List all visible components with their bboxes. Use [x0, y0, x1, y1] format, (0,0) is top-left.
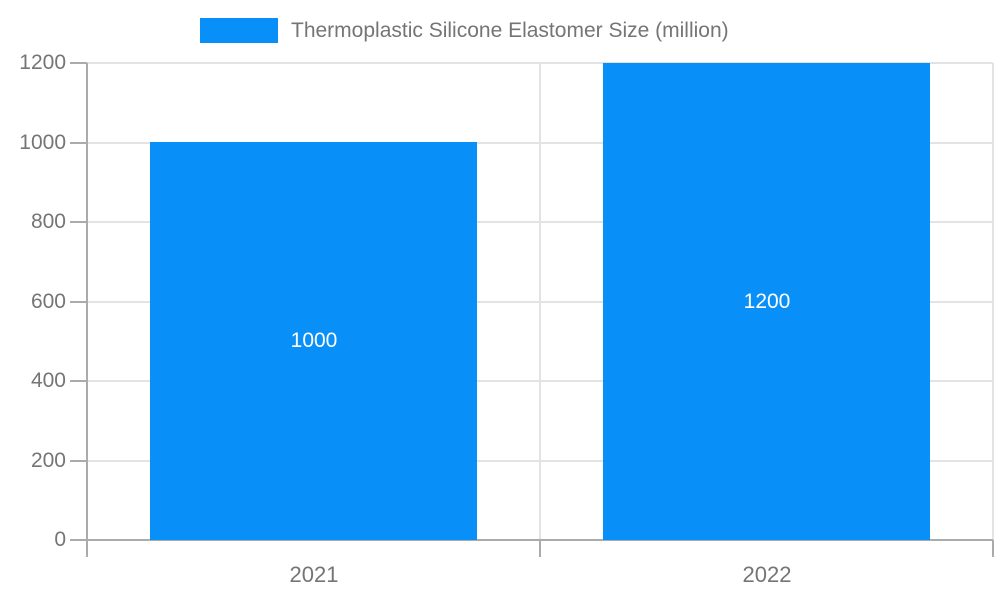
y-axis-label: 0: [54, 528, 66, 551]
y-axis-tick: [70, 62, 87, 64]
y-axis-tick: [70, 301, 87, 303]
y-axis-line: [86, 63, 88, 557]
x-axis-tick: [539, 540, 541, 557]
bar-2021[interactable]: [150, 142, 477, 540]
y-axis-label: 600: [30, 290, 66, 313]
bar-value-label: 1000: [290, 329, 338, 352]
x-axis-tick: [992, 540, 994, 557]
legend-label: Thermoplastic Silicone Elastomer Size (m…: [291, 19, 729, 42]
y-axis-label: 1000: [19, 131, 66, 154]
gridline-vertical: [992, 63, 994, 540]
x-axis-baseline: [70, 539, 993, 541]
gridline-vertical: [539, 63, 541, 540]
y-axis-tick: [70, 380, 87, 382]
x-axis-label: 2021: [289, 562, 339, 587]
y-axis-label: 200: [30, 449, 66, 472]
legend[interactable]: Thermoplastic Silicone Elastomer Size (m…: [200, 18, 729, 43]
legend-swatch: [200, 18, 278, 43]
bar-2022[interactable]: [603, 63, 930, 540]
y-axis-label: 800: [30, 210, 66, 233]
bar-value-label: 1200: [743, 290, 791, 313]
y-axis-tick: [70, 460, 87, 462]
x-axis-label: 2022: [742, 562, 792, 587]
y-axis-label: 1200: [19, 51, 66, 74]
y-axis-tick: [70, 142, 87, 144]
y-axis-tick: [70, 221, 87, 223]
y-axis-label: 400: [30, 369, 66, 392]
